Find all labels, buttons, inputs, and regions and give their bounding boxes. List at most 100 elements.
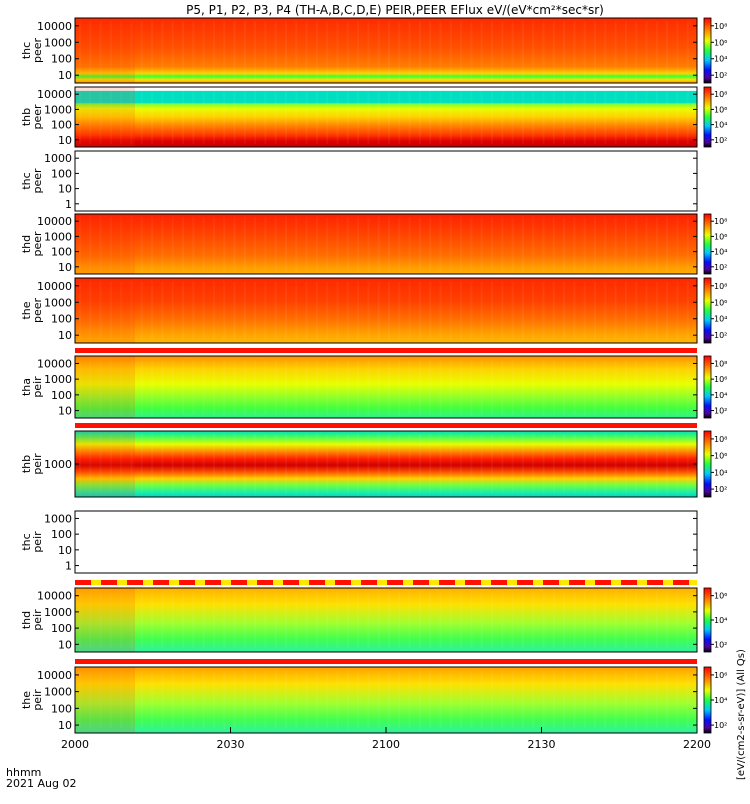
panel-texture (130, 21, 133, 80)
panel-texture (408, 434, 411, 494)
panel-texture (326, 90, 329, 144)
strip-dash (127, 580, 143, 585)
y-tick-label: 10 (58, 405, 72, 418)
panel-frame (74, 213, 698, 275)
panel-texture (635, 217, 638, 271)
panel-texture (264, 670, 267, 730)
y-axis-label: peer (31, 168, 44, 194)
y-tick-label: 100 (51, 246, 72, 259)
panel-texture (79, 217, 81, 271)
panel-texture (439, 217, 442, 271)
panel-texture (449, 359, 452, 415)
panel-texture (645, 90, 648, 144)
panel-texture (429, 434, 432, 494)
panel-texture (573, 281, 576, 340)
panel-texture (418, 434, 421, 494)
panel-texture (120, 217, 123, 271)
panel-texture (624, 90, 627, 144)
panel-texture (130, 434, 133, 494)
panel-texture (655, 90, 658, 144)
y-tick-label: 1 (65, 198, 72, 211)
panel-texture (192, 281, 195, 340)
panel-texture (460, 281, 463, 340)
panel-texture (552, 90, 555, 144)
panel-texture (295, 21, 298, 80)
panel-texture (388, 434, 390, 494)
panel-header-strip (75, 659, 697, 664)
panel-texture (305, 591, 308, 649)
panels-group: 10100100010000thcpeer10²10⁴10⁶10⁸1010010… (20, 17, 727, 734)
panel-texture (243, 90, 246, 144)
panel-texture (233, 359, 236, 415)
panel-texture (635, 670, 638, 730)
panel-texture (274, 591, 277, 649)
y-tick-label: 1000 (44, 230, 72, 243)
panel-texture (326, 217, 329, 271)
panel-frame (74, 510, 698, 574)
y-tick-label: 10000 (37, 669, 72, 682)
panel-texture (109, 217, 112, 271)
panel-texture (449, 434, 452, 494)
panel-texture (367, 591, 370, 649)
panel-texture (171, 434, 174, 494)
y-tick-label: 10 (58, 261, 72, 274)
panel-texture (130, 359, 133, 415)
y-axis-label: thd (20, 611, 33, 629)
panel-texture (140, 21, 143, 80)
panel-texture (285, 591, 287, 649)
colorbar-tick-label: 10⁸ (714, 282, 727, 291)
panel-frame (74, 587, 698, 653)
y-tick-label: 10000 (37, 357, 72, 370)
panel-texture (460, 90, 463, 144)
panel-texture (161, 90, 164, 144)
panel-texture (254, 281, 257, 340)
panel-empty-fill (75, 511, 697, 573)
panel-fill (75, 667, 697, 733)
y-axis-label: thb (20, 108, 33, 126)
panel-texture (686, 359, 689, 415)
panel-texture (470, 90, 473, 144)
colorbar-tick-label: 10² (714, 263, 727, 272)
panel-texture (583, 670, 586, 730)
y-tick-label: 10000 (37, 215, 72, 228)
y-axis-label: thc (20, 42, 33, 59)
panel-texture (264, 217, 267, 271)
colorbar-tick-label: 10⁴ (714, 121, 727, 130)
panel-texture (315, 21, 318, 80)
panel-texture (295, 281, 298, 340)
colorbar: 10² 10⁴ 10⁶ 10⁸ (703, 355, 727, 419)
panel-texture (552, 217, 555, 271)
panel-texture (563, 591, 566, 649)
panel-texture (666, 591, 669, 649)
panel-texture (264, 21, 267, 80)
panel-texture (202, 359, 205, 415)
panel-texture (563, 281, 566, 340)
panel-texture (501, 359, 504, 415)
panel-texture (655, 359, 658, 415)
colorbar: 10² 10⁴ 10⁶ 10⁸ (703, 277, 727, 344)
colorbar-tick-label: 10⁴ (714, 616, 727, 625)
panel-texture (99, 591, 102, 649)
panel-texture (563, 21, 566, 80)
panel-texture (418, 21, 421, 80)
y-tick-label: 10 (58, 638, 72, 651)
panel-texture (202, 90, 205, 144)
panel-texture (439, 21, 442, 80)
panel-texture (552, 281, 555, 340)
panel-texture (89, 591, 92, 649)
y-tick-label: 1000 (44, 152, 72, 165)
colorbar-tick-label: 10² (714, 71, 727, 80)
panel-texture (336, 21, 339, 80)
y-tick-label: 100 (51, 53, 72, 66)
panel-texture (192, 359, 195, 415)
panel-texture (161, 359, 164, 415)
panel-texture (336, 359, 339, 415)
panel-texture (470, 359, 473, 415)
panel-texture (357, 591, 360, 649)
panel-texture (109, 434, 112, 494)
panel-texture (511, 434, 514, 494)
colorbar: 10² 10⁴ 10⁶ 10⁸ (703, 213, 727, 275)
panel-texture (264, 591, 267, 649)
panel-texture (655, 670, 658, 730)
